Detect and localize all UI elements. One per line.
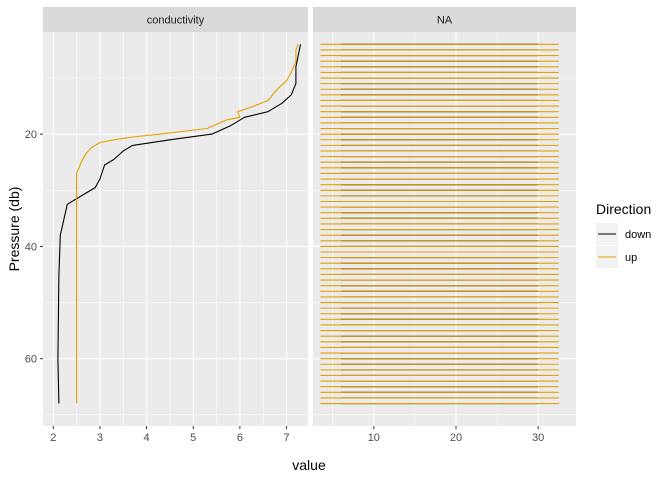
panel-na: NA [313,7,576,426]
x-tick-label: 2 [50,432,56,444]
x-axis-title: value [292,457,326,473]
strip-background-conductivity [43,7,308,32]
legend-title: Direction [596,201,651,217]
x-tick-label: 7 [283,432,289,444]
series-line-down [57,44,302,404]
panel-conductivity: conductivity [43,7,308,426]
strip-background-na [313,7,576,32]
gridlines-conductivity [43,32,308,426]
x-tick-label: 3 [97,432,103,444]
y-axis: 20 40 60 [25,129,43,366]
panel-background-na [313,32,576,426]
y-tick-label: 20 [25,129,37,141]
y-axis-title: Pressure (db) [6,187,22,272]
x-tick-label: 5 [190,432,196,444]
series-lines-conductivity [57,44,302,404]
series-lines-na [320,43,559,405]
x-tick-label: 10 [368,432,380,444]
series-line-up [76,44,299,404]
strip-label-na: NA [437,15,453,27]
x-tick-label: 20 [450,432,462,444]
x-axis: 2 3 4 5 6 7 10 20 30 [50,426,544,444]
x-tick-label: 30 [532,432,544,444]
legend-label-up: up [625,252,637,264]
x-tick-label: 4 [144,432,150,444]
x-tick-label: 6 [237,432,243,444]
legend: Direction down up [596,201,651,268]
panel-background-conductivity [43,32,308,426]
y-tick-label: 40 [25,241,37,253]
y-tick-label: 60 [25,354,37,366]
strip-label-conductivity: conductivity [147,15,205,27]
legend-label-down: down [625,229,651,241]
